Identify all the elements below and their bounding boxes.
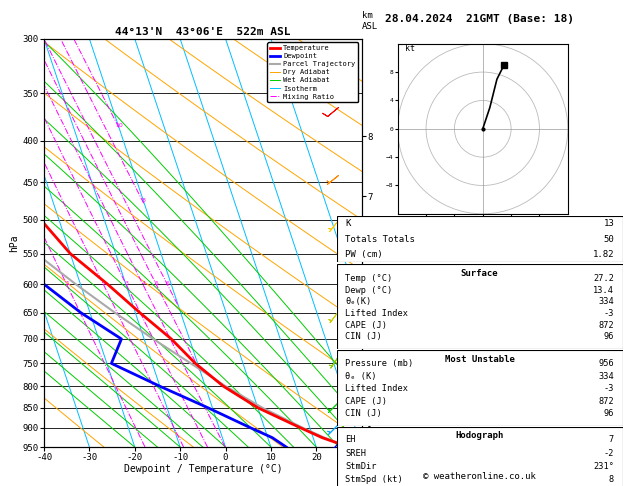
- Title: 44°13'N  43°06'E  522m ASL: 44°13'N 43°06'E 522m ASL: [115, 27, 291, 37]
- Text: 7: 7: [609, 435, 614, 444]
- Text: CIN (J): CIN (J): [345, 332, 382, 341]
- Text: 4: 4: [142, 280, 145, 286]
- Text: StmSpd (kt): StmSpd (kt): [345, 475, 403, 485]
- Text: CAPE (J): CAPE (J): [345, 397, 387, 405]
- Text: K: K: [345, 220, 350, 228]
- Text: PW (cm): PW (cm): [345, 250, 382, 259]
- Text: 28.04.2024  21GMT (Base: 18): 28.04.2024 21GMT (Base: 18): [385, 15, 574, 24]
- Text: 13: 13: [603, 220, 614, 228]
- FancyBboxPatch shape: [337, 216, 623, 262]
- Text: Surface: Surface: [461, 269, 498, 278]
- Text: 872: 872: [598, 397, 614, 405]
- Text: 6: 6: [166, 280, 170, 286]
- Text: SREH: SREH: [345, 449, 366, 457]
- Text: Most Unstable: Most Unstable: [445, 355, 515, 364]
- Text: 27.2: 27.2: [593, 274, 614, 283]
- Y-axis label: hPa: hPa: [9, 234, 19, 252]
- Text: Lifted Index: Lifted Index: [345, 384, 408, 393]
- Text: 872: 872: [598, 321, 614, 330]
- Text: CAPE (J): CAPE (J): [345, 321, 387, 330]
- Text: 334: 334: [598, 297, 614, 306]
- Text: 96: 96: [604, 332, 614, 341]
- Text: CIN (J): CIN (J): [345, 409, 382, 418]
- Text: Totals Totals: Totals Totals: [345, 235, 415, 244]
- Text: 231°: 231°: [593, 462, 614, 471]
- Text: 956: 956: [598, 360, 614, 368]
- Text: Temp (°C): Temp (°C): [345, 274, 392, 283]
- Text: 8: 8: [609, 475, 614, 485]
- Legend: Temperature, Dewpoint, Parcel Trajectory, Dry Adiabat, Wet Adiabat, Isotherm, Mi: Temperature, Dewpoint, Parcel Trajectory…: [267, 42, 358, 103]
- Text: -2: -2: [604, 449, 614, 457]
- Text: © weatheronline.co.uk: © weatheronline.co.uk: [423, 472, 536, 481]
- Text: Pressure (mb): Pressure (mb): [345, 360, 413, 368]
- FancyBboxPatch shape: [337, 350, 623, 426]
- X-axis label: Dewpoint / Temperature (°C): Dewpoint / Temperature (°C): [123, 465, 282, 474]
- Text: θₑ(K): θₑ(K): [345, 297, 371, 306]
- Text: Lifted Index: Lifted Index: [345, 309, 408, 318]
- FancyBboxPatch shape: [337, 427, 623, 486]
- Text: 50: 50: [603, 235, 614, 244]
- Text: 3: 3: [125, 280, 129, 286]
- Text: 2: 2: [102, 280, 106, 286]
- Text: kt: kt: [405, 44, 415, 53]
- Text: Dewp (°C): Dewp (°C): [345, 286, 392, 295]
- Text: -3: -3: [604, 384, 614, 393]
- Text: LCL: LCL: [365, 382, 380, 391]
- FancyBboxPatch shape: [337, 264, 623, 349]
- Text: Hodograph: Hodograph: [455, 432, 504, 440]
- Text: 334: 334: [598, 372, 614, 381]
- Text: EH: EH: [345, 435, 355, 444]
- Text: km
ASL: km ASL: [362, 11, 378, 31]
- Text: 96: 96: [604, 409, 614, 418]
- Text: θₑ (K): θₑ (K): [345, 372, 377, 381]
- Text: 5: 5: [155, 280, 159, 286]
- Text: StmDir: StmDir: [345, 462, 377, 471]
- Text: 10: 10: [115, 122, 123, 127]
- Text: 1: 1: [65, 280, 69, 286]
- Text: -3: -3: [604, 309, 614, 318]
- Text: 1.82: 1.82: [593, 250, 614, 259]
- Text: 13.4: 13.4: [593, 286, 614, 295]
- Text: 8: 8: [142, 198, 146, 203]
